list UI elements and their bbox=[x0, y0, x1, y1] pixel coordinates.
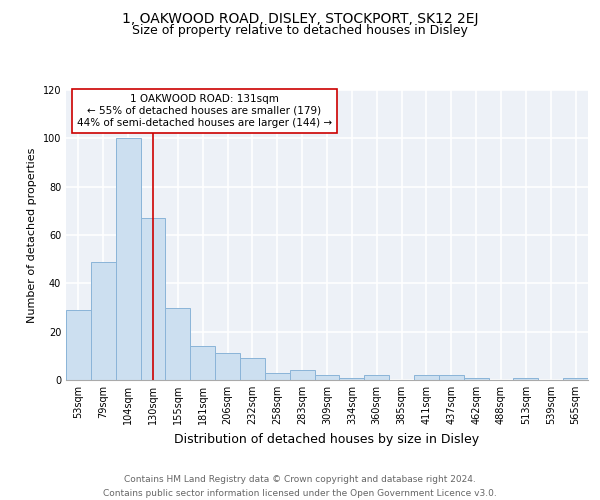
Bar bbox=[364, 375, 389, 380]
Text: 1, OAKWOOD ROAD, DISLEY, STOCKPORT, SK12 2EJ: 1, OAKWOOD ROAD, DISLEY, STOCKPORT, SK12… bbox=[122, 12, 478, 26]
Bar bbox=[215, 354, 240, 380]
X-axis label: Distribution of detached houses by size in Disley: Distribution of detached houses by size … bbox=[175, 432, 479, 446]
Bar bbox=[66, 310, 91, 380]
Bar bbox=[439, 375, 464, 380]
Bar bbox=[414, 375, 439, 380]
Y-axis label: Number of detached properties: Number of detached properties bbox=[27, 148, 37, 322]
Bar bbox=[91, 262, 116, 380]
Bar bbox=[464, 378, 488, 380]
Bar bbox=[314, 375, 340, 380]
Text: Size of property relative to detached houses in Disley: Size of property relative to detached ho… bbox=[132, 24, 468, 37]
Bar bbox=[290, 370, 314, 380]
Bar bbox=[190, 346, 215, 380]
Bar bbox=[166, 308, 190, 380]
Bar bbox=[265, 373, 290, 380]
Bar bbox=[514, 378, 538, 380]
Bar bbox=[140, 218, 166, 380]
Bar bbox=[340, 378, 364, 380]
Bar bbox=[116, 138, 140, 380]
Text: 1 OAKWOOD ROAD: 131sqm
← 55% of detached houses are smaller (179)
44% of semi-de: 1 OAKWOOD ROAD: 131sqm ← 55% of detached… bbox=[77, 94, 332, 128]
Bar bbox=[563, 378, 588, 380]
Bar bbox=[240, 358, 265, 380]
Text: Contains HM Land Registry data © Crown copyright and database right 2024.
Contai: Contains HM Land Registry data © Crown c… bbox=[103, 476, 497, 498]
